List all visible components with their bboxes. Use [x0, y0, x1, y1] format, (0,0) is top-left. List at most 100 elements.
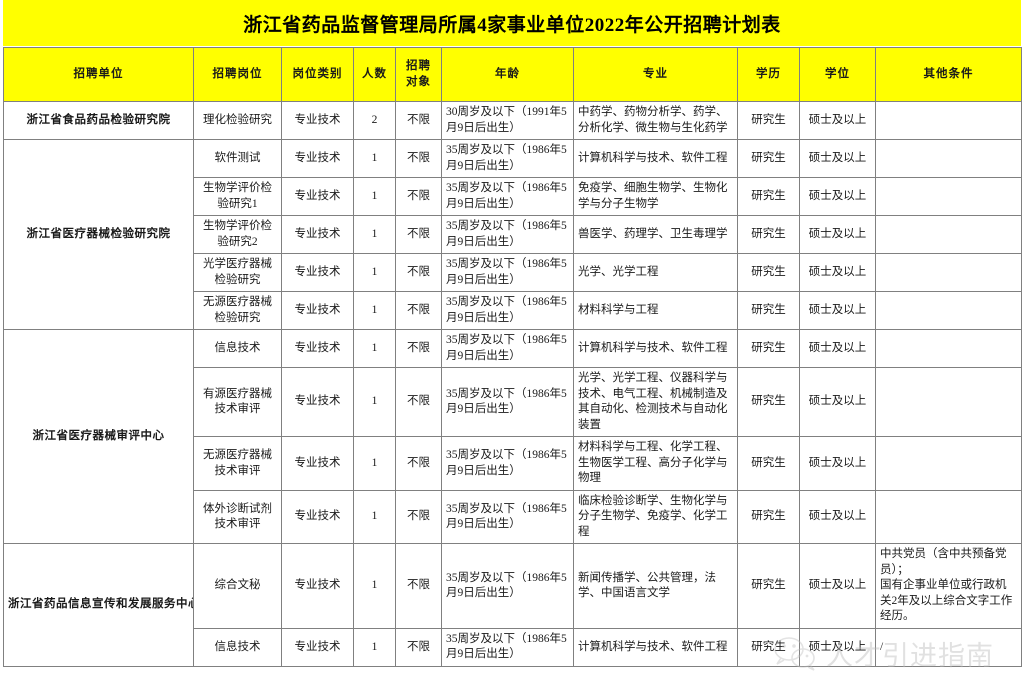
- cell-degree: 硕士及以上: [799, 215, 876, 255]
- cell-edu: 研究生: [737, 100, 800, 141]
- cell-cat: 专业技术: [281, 627, 354, 667]
- cell-major: 计算机科学与技术、软件工程: [573, 329, 738, 369]
- cell-post: 体外诊断试剂技术审评: [193, 489, 282, 545]
- cell-num: 1: [353, 177, 396, 217]
- cell-cat: 专业技术: [281, 177, 354, 217]
- table-row: 体外诊断试剂技术审评 专业技术 1 不限 35周岁及以下（1986年5月9日后出生） 临床…: [4, 489, 1022, 545]
- col-header-degree: 学位: [799, 47, 876, 102]
- recruitment-plan-table: 招聘单位 招聘岗位 岗位类别 人数 招聘对象 年龄 专业 学历 学位 其他条件 …: [3, 47, 1022, 667]
- cell-post: 信息技术: [193, 329, 282, 369]
- cell-other: [875, 436, 1022, 491]
- cell-age: 35周岁及以下（1986年5月9日后出生）: [441, 543, 574, 629]
- cell-target: 不限: [395, 139, 442, 179]
- cell-degree: 硕士及以上: [799, 291, 876, 331]
- table-row: 无源医疗器械技术审评 专业技术 1 不限 35周岁及以下（1986年5月9日后出生） 材料…: [4, 436, 1022, 491]
- cell-target: 不限: [395, 291, 442, 331]
- page-title: 浙江省药品监督管理局所属4家事业单位2022年公开招聘计划表: [243, 14, 781, 36]
- cell-edu: 研究生: [737, 253, 800, 293]
- cell-age: 35周岁及以下（1986年5月9日后出生）: [441, 253, 574, 293]
- cell-major: 临床检验诊断学、生物化学与分子生物学、免疫学、化学工程: [573, 489, 738, 545]
- cell-degree: 硕士及以上: [799, 177, 876, 217]
- col-header-other: 其他条件: [875, 47, 1022, 102]
- table-row: 浙江省医疗器械审评中心 信息技术 专业技术 1 不限 35周岁及以下（1986年5月9日后…: [3, 329, 1022, 545]
- cell-cat: 专业技术: [281, 253, 354, 293]
- cell-degree: 硕士及以上: [799, 100, 876, 141]
- cell-post: 综合文秘: [193, 543, 282, 629]
- cell-age: 35周岁及以下（1986年5月9日后出生）: [441, 139, 574, 179]
- cell-age: 35周岁及以下（1986年5月9日后出生）: [441, 489, 574, 545]
- cell-cat: 专业技术: [281, 215, 354, 255]
- cell-post: 无源医疗器械检验研究: [193, 291, 282, 331]
- cell-edu: 研究生: [737, 627, 800, 667]
- table-row: 光学医疗器械检验研究 专业技术 1 不限 35周岁及以下（1986年5月9日后出生） 光学…: [4, 253, 1022, 293]
- cell-target: 不限: [395, 100, 442, 141]
- cell-num: 1: [353, 543, 396, 629]
- cell-age: 35周岁及以下（1986年5月9日后出生）: [441, 367, 574, 438]
- table-row: 有源医疗器械技术审评 专业技术 1 不限 35周岁及以下（1986年5月9日后出生） 光学…: [4, 367, 1022, 438]
- cell-num: 1: [353, 489, 396, 545]
- cell-num: 1: [353, 291, 396, 331]
- cell-other: [875, 253, 1022, 293]
- cell-other: [875, 489, 1022, 545]
- cell-num: 1: [353, 367, 396, 438]
- cell-edu: 研究生: [737, 367, 800, 438]
- cell-unit: 浙江省医疗器械审评中心: [3, 329, 194, 545]
- cell-post: 生物学评价检验研究1: [193, 177, 282, 217]
- cell-unit: 浙江省药品信息宣传和发展服务中心: [3, 543, 194, 667]
- cell-major: 新闻传播学、公共管理，法学、中国语言文学: [573, 543, 738, 629]
- cell-degree: 硕士及以上: [799, 367, 876, 438]
- cell-major: 材料科学与工程: [573, 291, 738, 331]
- cell-edu: 研究生: [737, 436, 800, 491]
- cell-edu: 研究生: [737, 543, 800, 629]
- cell-cat: 专业技术: [281, 436, 354, 491]
- cell-target: 不限: [395, 177, 442, 217]
- cell-degree: 硕士及以上: [799, 627, 876, 667]
- cell-major: 光学、光学工程: [573, 253, 738, 293]
- cell-cat: 专业技术: [281, 367, 354, 438]
- cell-target: 不限: [395, 489, 442, 545]
- cell-other: [875, 215, 1022, 255]
- col-header-target: 招聘对象: [395, 47, 442, 102]
- cell-degree: 硕士及以上: [799, 436, 876, 491]
- table-row: 生物学评价检验研究2 专业技术 1 不限 35周岁及以下（1986年5月9日后出生） 兽医…: [4, 215, 1022, 255]
- table-row: 浙江省医疗器械检验研究院 软件测试 专业技术 1 不限 35周岁及以下（1986年5月9日…: [3, 139, 1022, 331]
- cell-num: 1: [353, 215, 396, 255]
- cell-post: 生物学评价检验研究2: [193, 215, 282, 255]
- cell-age: 35周岁及以下（1986年5月9日后出生）: [441, 627, 574, 667]
- cell-other: /: [875, 627, 1022, 667]
- cell-edu: 研究生: [737, 139, 800, 179]
- col-header-post: 招聘岗位: [193, 47, 282, 102]
- cell-post: 信息技术: [193, 627, 282, 667]
- cell-cat: 专业技术: [281, 291, 354, 331]
- cell-num: 1: [353, 139, 396, 179]
- cell-post: 软件测试: [193, 139, 282, 179]
- cell-age: 35周岁及以下（1986年5月9日后出生）: [441, 329, 574, 369]
- cell-edu: 研究生: [737, 489, 800, 545]
- cell-cat: 专业技术: [281, 100, 354, 141]
- cell-unit: 浙江省医疗器械检验研究院: [3, 139, 194, 331]
- cell-target: 不限: [395, 436, 442, 491]
- cell-other: [875, 139, 1022, 179]
- cell-major: 兽医学、药理学、卫生毒理学: [573, 215, 738, 255]
- cell-degree: 硕士及以上: [799, 329, 876, 369]
- cell-age: 35周岁及以下（1986年5月9日后出生）: [441, 177, 574, 217]
- cell-age: 35周岁及以下（1986年5月9日后出生）: [441, 291, 574, 331]
- cell-major: 材料科学与工程、化学工程、生物医学工程、高分子化学与物理: [573, 436, 738, 491]
- table-row: 生物学评价检验研究1 专业技术 1 不限 35周岁及以下（1986年5月9日后出生） 免疫…: [4, 177, 1022, 217]
- cell-target: 不限: [395, 367, 442, 438]
- cell-cat: 专业技术: [281, 489, 354, 545]
- cell-post: 理化检验研究: [193, 100, 282, 141]
- cell-post: 有源医疗器械技术审评: [193, 367, 282, 438]
- cell-target: 不限: [395, 215, 442, 255]
- cell-other: [875, 100, 1022, 141]
- cell-post: 无源医疗器械技术审评: [193, 436, 282, 491]
- cell-num: 1: [353, 436, 396, 491]
- cell-other: [875, 367, 1022, 438]
- col-header-edu: 学历: [737, 47, 800, 102]
- cell-cat: 专业技术: [281, 139, 354, 179]
- header-row: 招聘单位 招聘岗位 岗位类别 人数 招聘对象 年龄 专业 学历 学位 其他条件: [3, 47, 1022, 102]
- cell-other: [875, 291, 1022, 331]
- cell-other: [875, 177, 1022, 217]
- cell-num: 2: [353, 100, 396, 141]
